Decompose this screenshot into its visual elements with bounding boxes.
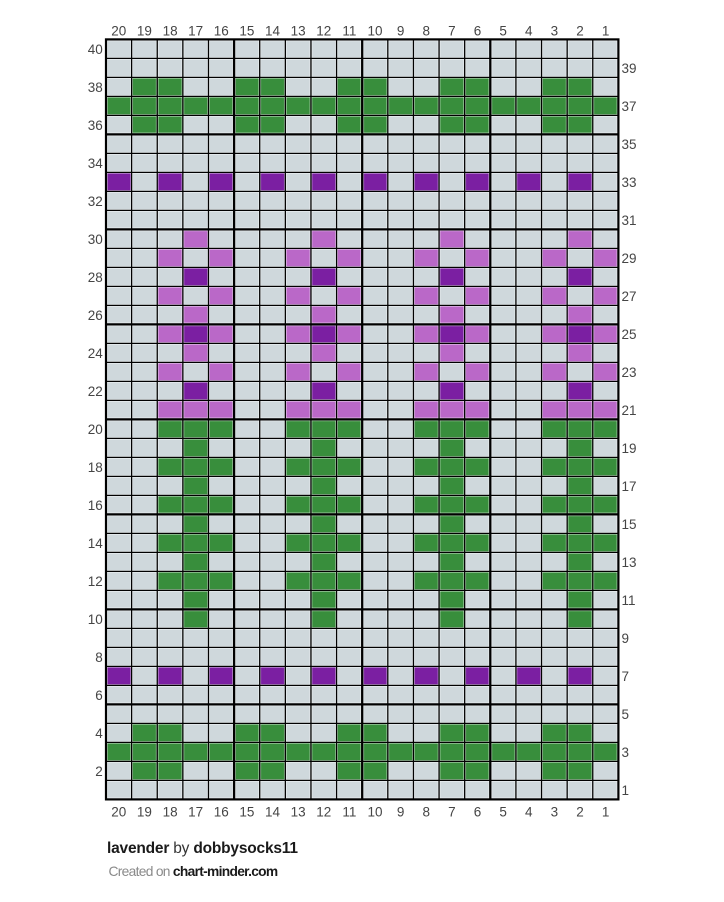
svg-text:16: 16 bbox=[88, 498, 103, 513]
svg-text:39: 39 bbox=[622, 61, 637, 76]
svg-text:21: 21 bbox=[622, 403, 637, 418]
svg-text:2: 2 bbox=[576, 23, 584, 38]
svg-text:7: 7 bbox=[622, 669, 630, 684]
svg-text:8: 8 bbox=[95, 650, 103, 665]
svg-text:9: 9 bbox=[397, 23, 405, 38]
svg-text:11: 11 bbox=[342, 23, 356, 38]
svg-text:17: 17 bbox=[188, 23, 203, 38]
svg-text:37: 37 bbox=[622, 99, 637, 114]
svg-text:7: 7 bbox=[448, 804, 456, 819]
svg-text:1: 1 bbox=[602, 804, 610, 819]
svg-text:30: 30 bbox=[88, 232, 103, 247]
svg-text:10: 10 bbox=[367, 23, 382, 38]
svg-text:24: 24 bbox=[88, 346, 104, 361]
svg-text:29: 29 bbox=[622, 251, 637, 266]
svg-text:12: 12 bbox=[88, 574, 103, 589]
svg-text:14: 14 bbox=[88, 536, 104, 551]
svg-text:16: 16 bbox=[214, 23, 229, 38]
svg-text:20: 20 bbox=[88, 422, 103, 437]
svg-text:4: 4 bbox=[525, 804, 533, 819]
svg-text:7: 7 bbox=[448, 23, 456, 38]
svg-text:6: 6 bbox=[95, 688, 103, 703]
svg-text:15: 15 bbox=[239, 23, 254, 38]
svg-text:17: 17 bbox=[188, 804, 203, 819]
svg-text:13: 13 bbox=[291, 23, 306, 38]
svg-text:5: 5 bbox=[622, 707, 630, 722]
svg-text:4: 4 bbox=[95, 726, 103, 741]
svg-text:15: 15 bbox=[239, 804, 254, 819]
svg-text:22: 22 bbox=[88, 384, 103, 399]
svg-text:17: 17 bbox=[622, 479, 637, 494]
svg-text:27: 27 bbox=[622, 289, 637, 304]
svg-text:9: 9 bbox=[397, 804, 405, 819]
svg-text:35: 35 bbox=[622, 137, 637, 152]
svg-text:28: 28 bbox=[88, 270, 103, 285]
svg-text:14: 14 bbox=[265, 804, 281, 819]
svg-text:40: 40 bbox=[88, 42, 103, 57]
svg-text:8: 8 bbox=[422, 804, 430, 819]
svg-text:18: 18 bbox=[163, 23, 178, 38]
svg-text:2: 2 bbox=[576, 804, 584, 819]
svg-text:23: 23 bbox=[622, 365, 637, 380]
svg-text:31: 31 bbox=[622, 213, 637, 228]
svg-text:3: 3 bbox=[551, 23, 559, 38]
svg-text:5: 5 bbox=[499, 804, 507, 819]
svg-text:25: 25 bbox=[622, 327, 637, 342]
svg-text:8: 8 bbox=[422, 23, 430, 38]
svg-text:11: 11 bbox=[622, 593, 636, 608]
svg-text:10: 10 bbox=[88, 612, 103, 627]
svg-text:1: 1 bbox=[622, 783, 630, 798]
svg-text:14: 14 bbox=[265, 23, 281, 38]
svg-text:11: 11 bbox=[342, 804, 356, 819]
svg-text:lavender by dobbysocks11: lavender by dobbysocks11 bbox=[107, 840, 298, 857]
svg-text:19: 19 bbox=[622, 441, 637, 456]
svg-text:20: 20 bbox=[111, 23, 126, 38]
svg-text:33: 33 bbox=[622, 175, 637, 190]
svg-text:18: 18 bbox=[163, 804, 178, 819]
svg-text:15: 15 bbox=[622, 517, 637, 532]
svg-text:19: 19 bbox=[137, 23, 152, 38]
svg-text:3: 3 bbox=[551, 804, 559, 819]
svg-text:4: 4 bbox=[525, 23, 533, 38]
svg-text:10: 10 bbox=[367, 804, 382, 819]
svg-text:12: 12 bbox=[316, 23, 331, 38]
svg-text:19: 19 bbox=[137, 804, 152, 819]
svg-text:3: 3 bbox=[622, 745, 630, 760]
svg-text:2: 2 bbox=[95, 764, 103, 779]
svg-text:36: 36 bbox=[88, 118, 103, 133]
svg-text:26: 26 bbox=[88, 308, 103, 323]
svg-text:38: 38 bbox=[88, 80, 103, 95]
svg-text:6: 6 bbox=[474, 23, 482, 38]
svg-text:5: 5 bbox=[499, 23, 507, 38]
svg-text:13: 13 bbox=[291, 804, 306, 819]
svg-text:9: 9 bbox=[622, 631, 630, 646]
svg-text:18: 18 bbox=[88, 460, 103, 475]
svg-text:34: 34 bbox=[88, 156, 104, 171]
svg-text:32: 32 bbox=[88, 194, 103, 209]
svg-text:16: 16 bbox=[214, 804, 229, 819]
svg-text:Created on chart-minder.com: Created on chart-minder.com bbox=[109, 864, 278, 879]
svg-text:20: 20 bbox=[111, 804, 126, 819]
svg-text:6: 6 bbox=[474, 804, 482, 819]
svg-text:1: 1 bbox=[602, 23, 610, 38]
svg-text:13: 13 bbox=[622, 555, 637, 570]
svg-text:12: 12 bbox=[316, 804, 331, 819]
